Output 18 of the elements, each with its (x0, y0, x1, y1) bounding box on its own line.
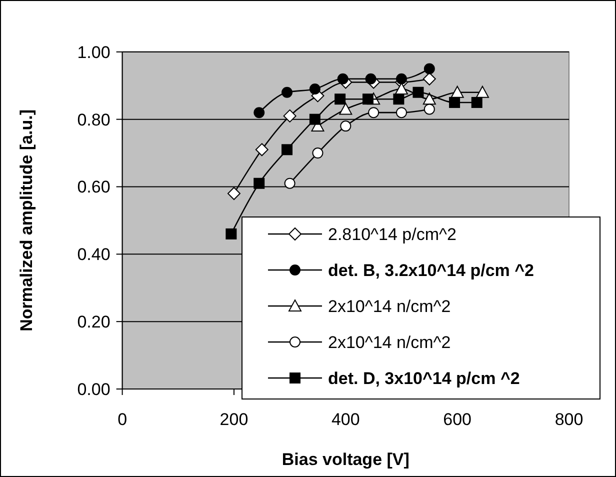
y-tick-label: 0.20 (77, 312, 110, 332)
x-tick-label: 400 (331, 410, 360, 429)
y-tick-label: 0.00 (77, 380, 110, 399)
x-tick-label: 0 (118, 410, 128, 429)
y-axis-title: Normalized amplitude [a.u.] (17, 109, 36, 332)
y-tick-label: 0.40 (77, 245, 110, 264)
x-axis-title: Bias voltage [V] (282, 450, 410, 469)
y-tick-label: 0.80 (77, 110, 110, 130)
legend-label: det. B, 3.2x10^14 p/cm ^2 (328, 260, 534, 280)
y-tick-label: 1.00 (77, 42, 110, 62)
legend-label: 2x10^14 n/cm^2 (328, 296, 451, 316)
legend-label: 2x10^14 n/cm^2 (328, 332, 451, 352)
y-tick-label: 0.60 (77, 178, 110, 197)
x-tick-label: 600 (443, 410, 472, 429)
x-tick-label: 800 (554, 410, 584, 429)
legend-label: 2.810^14 p/cm^2 (328, 224, 456, 244)
x-tick-label: 200 (220, 410, 248, 429)
legend-label: det. D, 3x10^14 p/cm ^2 (328, 368, 520, 388)
